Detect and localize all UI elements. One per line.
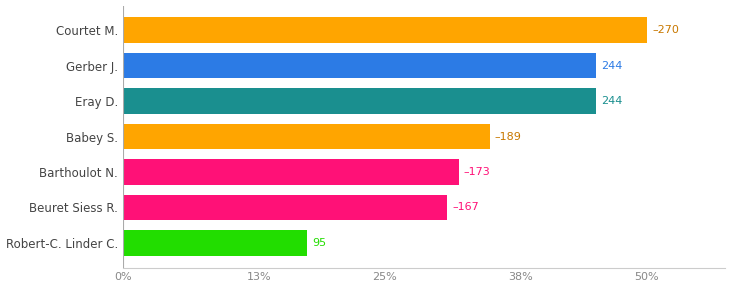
Bar: [123, 124, 490, 149]
Text: 95: 95: [312, 238, 327, 248]
Bar: [123, 18, 647, 43]
Bar: [123, 230, 307, 256]
Bar: [123, 159, 458, 185]
Bar: [123, 88, 596, 114]
Bar: [123, 195, 447, 220]
Text: 244: 244: [602, 96, 623, 106]
Text: –270: –270: [652, 25, 679, 35]
Text: 244: 244: [602, 61, 623, 71]
Text: –173: –173: [463, 167, 491, 177]
Text: –189: –189: [495, 132, 522, 142]
Bar: [123, 53, 596, 78]
Text: –167: –167: [452, 202, 479, 213]
